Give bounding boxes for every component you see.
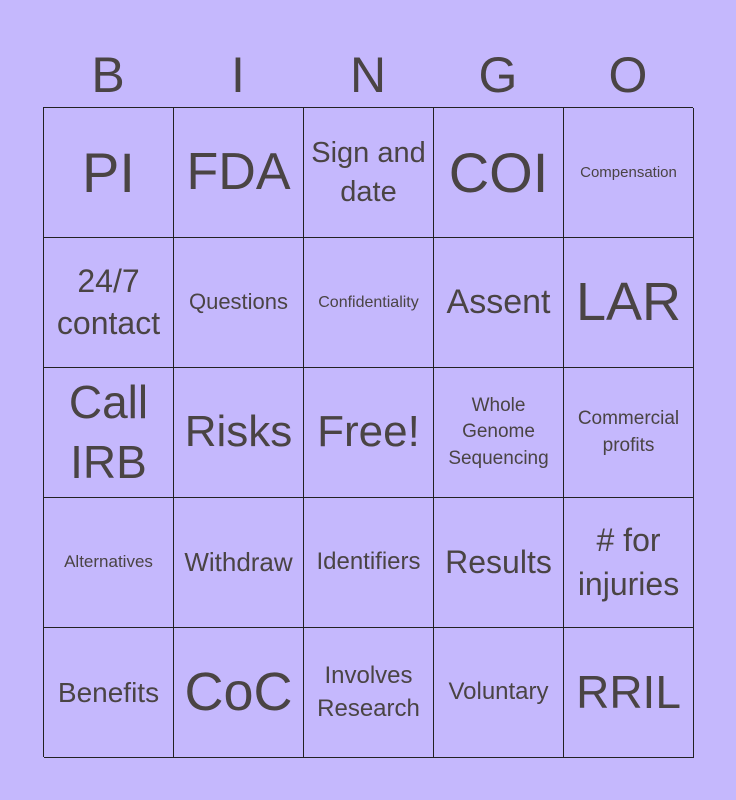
bingo-cell[interactable]: Benefits	[44, 628, 174, 758]
bingo-cell[interactable]: FDA	[174, 108, 304, 238]
cell-label: Identifiers	[316, 548, 421, 576]
bingo-cell[interactable]: Alternatives	[44, 498, 174, 628]
cell-label: Assent	[446, 283, 551, 322]
cell-label: Sign and date	[311, 137, 426, 208]
cell-label: PI	[82, 140, 135, 204]
bingo-cell[interactable]: Results	[434, 498, 564, 628]
bingo-cell[interactable]: Voluntary	[434, 628, 564, 758]
cell-label: Involves Research	[317, 662, 420, 722]
bingo-cell[interactable]: LAR	[564, 238, 694, 368]
bingo-cell[interactable]: RRIL	[564, 628, 694, 758]
cell-label: Call IRB	[68, 375, 149, 488]
cell-label: Voluntary	[448, 678, 549, 706]
header-letter-n: N	[349, 47, 387, 103]
header-letter-b: B	[91, 47, 125, 103]
cell-label: RRIL	[576, 665, 681, 718]
bingo-cell[interactable]: Compensation	[564, 108, 694, 238]
bingo-cell[interactable]: Withdraw	[174, 498, 304, 628]
bingo-cell[interactable]: 24/7 contact	[44, 238, 174, 368]
bingo-cell[interactable]: Confidentiality	[304, 238, 434, 368]
bingo-cell[interactable]: Commercial profits	[564, 368, 694, 498]
cell-label: CoC	[184, 662, 293, 723]
cell-label: FDA	[186, 143, 291, 202]
header-letter-i: I	[231, 47, 245, 103]
bingo-header: B I N G O	[43, 45, 693, 105]
header-letter-o: O	[608, 47, 648, 103]
bingo-cell[interactable]: Involves Research	[304, 628, 434, 758]
bingo-cell[interactable]: Questions	[174, 238, 304, 368]
cell-label: Compensation	[580, 163, 677, 181]
bingo-cell[interactable]: Free!	[304, 368, 434, 498]
bingo-cell[interactable]: Identifiers	[304, 498, 434, 628]
bingo-cell[interactable]: Assent	[434, 238, 564, 368]
cell-label: Commercial profits	[577, 408, 680, 456]
bingo-cell[interactable]: PI	[44, 108, 174, 238]
bingo-cell[interactable]: Sign and date	[304, 108, 434, 238]
cell-label: LAR	[575, 272, 682, 333]
bingo-card: PI FDA Sign and date COI Compensation 24/7 co…	[43, 107, 694, 758]
bingo-cell[interactable]: Risks	[174, 368, 304, 498]
cell-label: COI	[448, 140, 549, 204]
bingo-cell[interactable]: Call IRB	[44, 368, 174, 498]
cell-label: Alternatives	[64, 552, 153, 572]
bingo-cell[interactable]: CoC	[174, 628, 304, 758]
cell-label: Withdraw	[184, 546, 293, 577]
cell-label: 24/7 contact	[56, 262, 161, 341]
cell-label: Questions	[188, 289, 289, 315]
cell-label: Benefits	[57, 676, 160, 708]
cell-label: Confidentiality	[318, 293, 419, 311]
cell-label: Results	[445, 544, 552, 581]
bingo-cell[interactable]: # for injuries	[564, 498, 694, 628]
header-letter-g: G	[478, 47, 518, 103]
bingo-cell[interactable]: Whole Genome Sequencing	[434, 368, 564, 498]
cell-label: Risks	[184, 407, 293, 457]
cell-label: Free!	[317, 407, 420, 457]
cell-label: # for injuries	[577, 522, 680, 602]
bingo-cell[interactable]: COI	[434, 108, 564, 238]
cell-label: Whole Genome Sequencing	[448, 395, 549, 469]
